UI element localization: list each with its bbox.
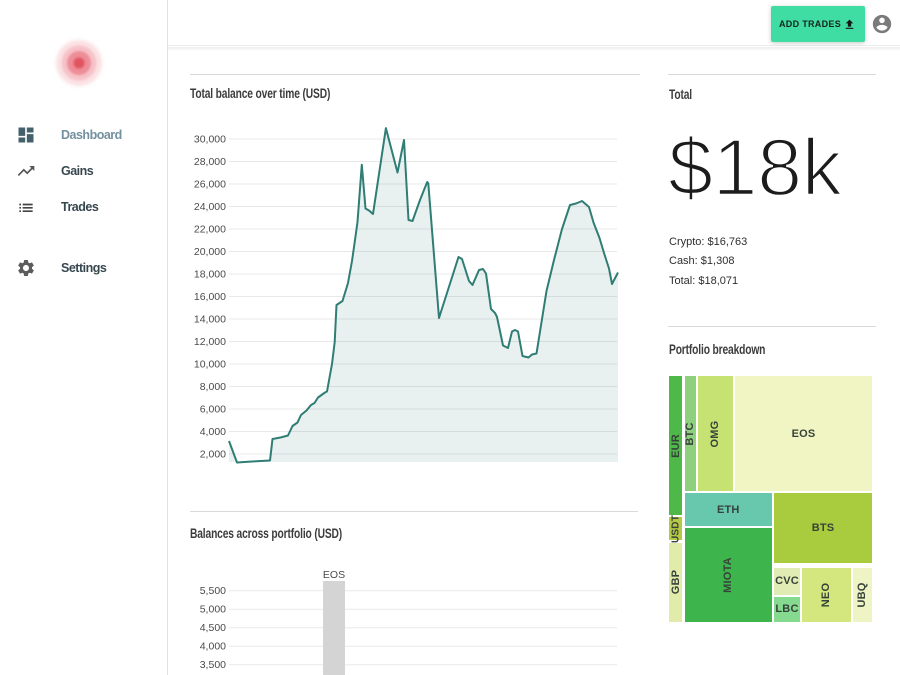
svg-text:20,000: 20,000 xyxy=(194,246,226,258)
svg-text:30,000: 30,000 xyxy=(194,134,226,146)
svg-text:28,000: 28,000 xyxy=(194,156,226,168)
svg-text:12,000: 12,000 xyxy=(194,336,226,348)
svg-text:14,000: 14,000 xyxy=(194,314,226,326)
svg-text:EOS: EOS xyxy=(323,569,345,581)
svg-text:2,000: 2,000 xyxy=(200,449,226,461)
svg-text:5,000: 5,000 xyxy=(200,604,226,616)
svg-text:4,000: 4,000 xyxy=(200,426,226,438)
svg-text:4,500: 4,500 xyxy=(200,622,226,634)
svg-text:4,000: 4,000 xyxy=(200,641,226,653)
svg-text:3,500: 3,500 xyxy=(200,659,226,671)
svg-text:18,000: 18,000 xyxy=(194,269,226,281)
svg-text:22,000: 22,000 xyxy=(194,224,226,236)
svg-text:8,000: 8,000 xyxy=(200,381,226,393)
svg-text:26,000: 26,000 xyxy=(194,179,226,191)
svg-text:24,000: 24,000 xyxy=(194,201,226,213)
svg-text:5,500: 5,500 xyxy=(200,585,226,597)
svg-text:16,000: 16,000 xyxy=(194,291,226,303)
svg-text:6,000: 6,000 xyxy=(200,404,226,416)
svg-text:10,000: 10,000 xyxy=(194,359,226,371)
